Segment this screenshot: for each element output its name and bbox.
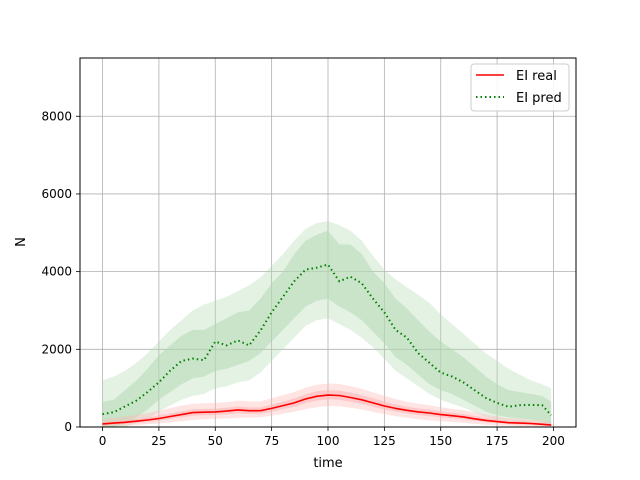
x-tick-label: 200 [542, 434, 565, 448]
x-tick-label: 150 [429, 434, 452, 448]
y-tick-label: 8000 [41, 109, 72, 123]
x-tick-label: 175 [486, 434, 509, 448]
y-tick-label: 4000 [41, 265, 72, 279]
y-axis-label: N [14, 237, 29, 247]
y-tick-label: 0 [64, 420, 72, 434]
legend-label-real: EI real [516, 69, 557, 84]
band-inner-real [102, 390, 552, 426]
x-tick-label: 50 [208, 434, 223, 448]
x-tick-label: 25 [151, 434, 166, 448]
legend-label-pred: EI pred [516, 91, 562, 106]
x-tick-label: 75 [264, 434, 279, 448]
x-tick-label: 125 [373, 434, 396, 448]
series-line-pred [102, 263, 552, 416]
x-tick-label: 0 [99, 434, 107, 448]
bands [102, 221, 552, 427]
band-inner-pred [102, 230, 552, 427]
series-line-real [102, 394, 552, 426]
x-axis-label: time [313, 456, 342, 471]
y-tick-label: 6000 [41, 187, 72, 201]
x-axis-ticks: 0 25 50 75 100 125 150 175 200 [99, 427, 565, 448]
y-tick-label: 2000 [41, 342, 72, 356]
legend: EI real EI pred [470, 63, 570, 112]
x-tick-label: 100 [317, 434, 340, 448]
lines [102, 263, 552, 426]
y-axis-ticks: 0 2000 4000 6000 8000 [41, 109, 80, 434]
